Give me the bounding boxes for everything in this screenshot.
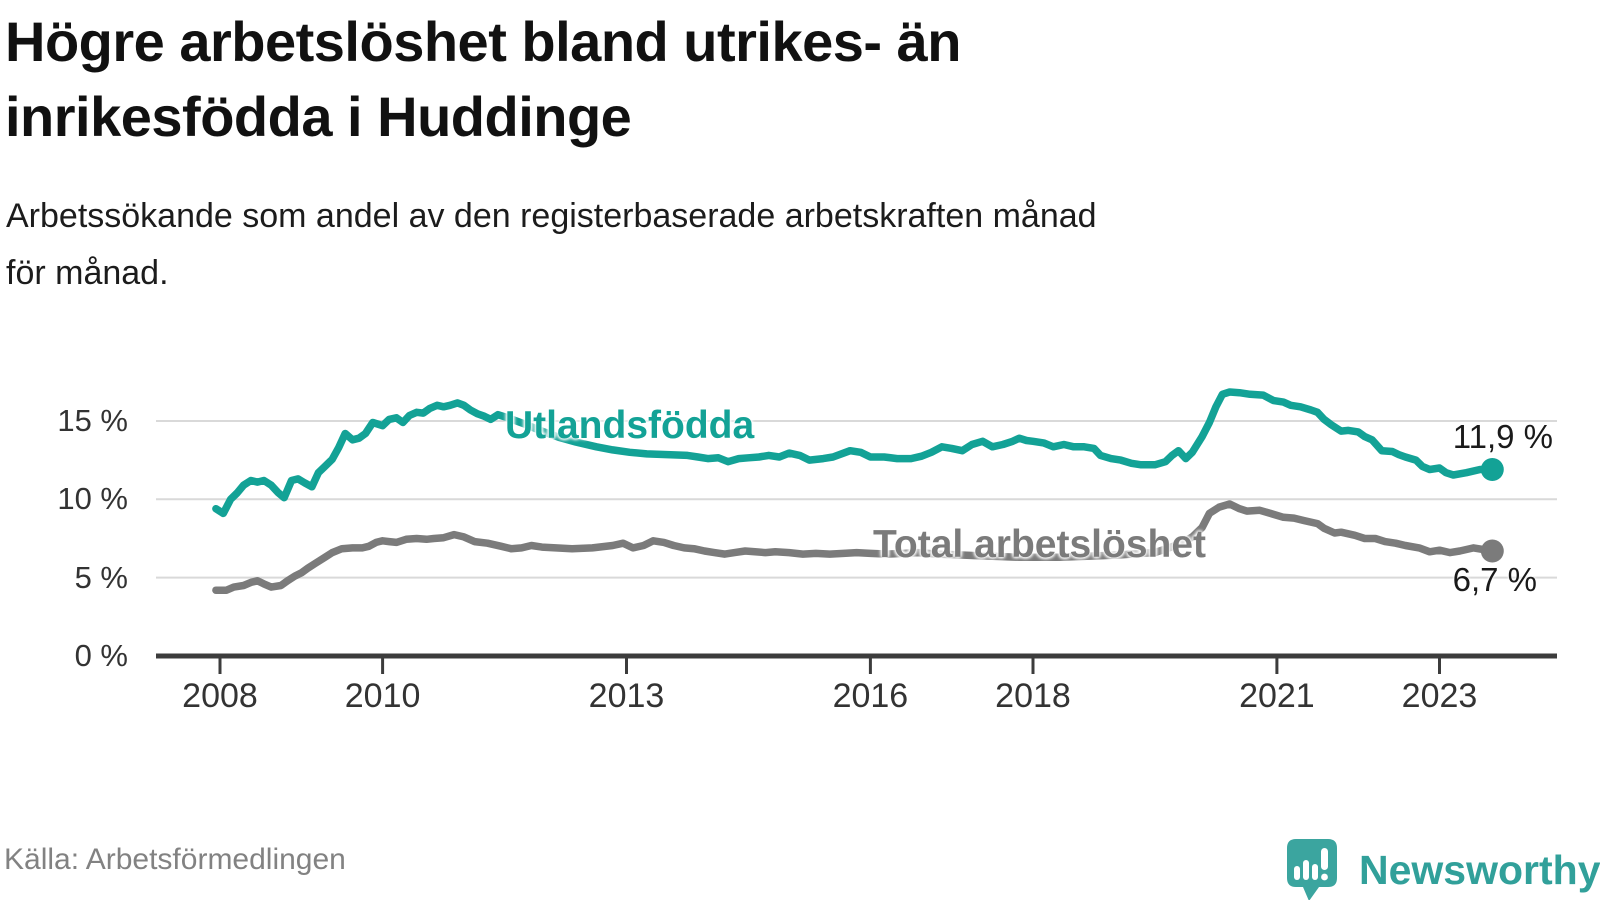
newsworthy-logo[interactable]: Newsworthy (1286, 838, 1600, 900)
page-subtitle-line2: för månad. (6, 254, 169, 292)
x-tick-label-2016: 2016 (832, 677, 909, 715)
end-value-label-total-arbetsloshet: 6,7 % (1452, 561, 1537, 598)
x-tick-label-2023: 2023 (1401, 677, 1478, 715)
y-tick-label-5pct: 5 % (74, 559, 128, 595)
exclamation-dot (1321, 873, 1328, 881)
series-label-utlandsfodda: Utlandsfödda (505, 404, 755, 447)
x-tick-label-2008: 2008 (182, 677, 258, 715)
line-utlandsfodda (212, 388, 1497, 518)
y-tick-label-0pct: 0 % (74, 638, 128, 673)
page-subtitle: Arbetssökande som andel av den registerb… (6, 188, 1097, 302)
y-tick-label-10pct: 10 % (57, 481, 128, 517)
newsworthy-bubble-icon (1287, 839, 1337, 900)
exclamation-bar (1321, 848, 1328, 870)
page-subtitle-line1: Arbetssökande som andel av den registerb… (6, 197, 1097, 235)
source-text: Källa: Arbetsförmedlingen (4, 843, 346, 876)
line-total-arbetsloshet (212, 500, 1497, 594)
series-label-total-arbetsloshet: Total arbetslöshet (873, 523, 1207, 566)
x-tick-label-2021: 2021 (1239, 677, 1315, 715)
end-dot-utlandsfodda (1480, 458, 1504, 481)
bar-1 (1294, 866, 1300, 880)
x-tick-label-2013: 2013 (588, 677, 665, 715)
end-dot-total-arbetsloshet (1480, 539, 1504, 563)
page-title: Högre arbetslöshet bland utrikes- än inr… (5, 4, 961, 154)
x-tick-label-2018: 2018 (995, 677, 1071, 715)
bar-2 (1303, 860, 1309, 880)
page-title-line2: inrikesfödda i Huddinge (5, 85, 632, 148)
x-tick-label-2010: 2010 (344, 677, 421, 715)
end-value-label-utlandsfodda: 11,9 % (1452, 418, 1553, 455)
newsworthy-wordmark: Newsworthy (1359, 847, 1600, 893)
bar-3 (1312, 864, 1318, 880)
y-tick-label-15pct: 15 % (57, 402, 128, 438)
page-title-line1: Högre arbetslöshet bland utrikes- än (5, 10, 961, 73)
